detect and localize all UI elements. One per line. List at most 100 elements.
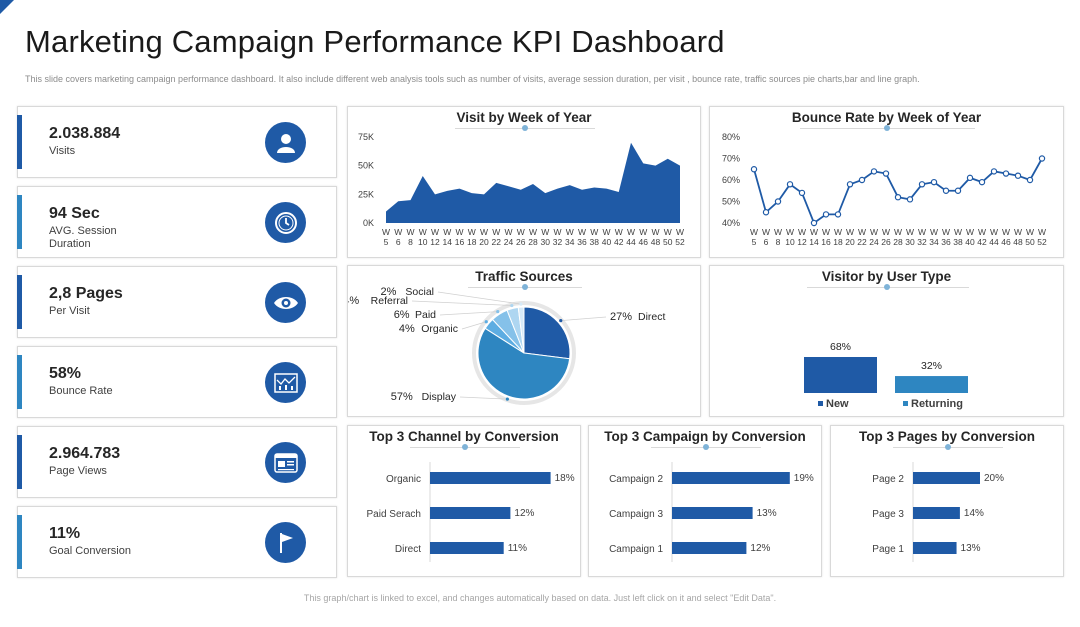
x-tick-label-prefix: W	[1026, 227, 1034, 237]
panel-visits-week: Visit by Week of Year 0K 25K 50K 75K W 5 W 6 W 8 W…	[347, 106, 701, 258]
x-tick-label-prefix: W	[918, 227, 926, 237]
pie-category-label: Referral	[371, 295, 408, 307]
bar-value-label: 14%	[964, 508, 984, 519]
legend-label-new: New	[826, 398, 849, 410]
x-tick-label: 12	[797, 237, 807, 247]
x-tick-label: 46	[639, 237, 649, 247]
pie-leader-dot	[510, 303, 514, 308]
bounce-line-series	[753, 158, 1043, 225]
x-tick-label-prefix: W	[810, 227, 818, 237]
x-tick-label: 48	[1013, 237, 1023, 247]
x-tick-label: 24	[504, 237, 514, 247]
kpi-value: 11%	[49, 525, 81, 542]
kpi-label: Per Visit	[49, 305, 90, 317]
x-tick-label-prefix: W	[676, 227, 684, 237]
bar	[672, 507, 753, 519]
x-tick-label: 42	[977, 237, 987, 247]
category-label: Direct	[395, 544, 421, 555]
x-tick-label-prefix: W	[858, 227, 866, 237]
x-tick-label-prefix: W	[382, 227, 390, 237]
title-dot	[703, 444, 709, 450]
bounce-point	[858, 176, 866, 184]
y-tick-label: 75K	[358, 132, 374, 142]
category-label: Campaign 1	[609, 544, 663, 555]
y-tick-label: 60%	[722, 175, 740, 185]
x-tick-label: 50	[663, 237, 673, 247]
chart-title: Visit by Week of Year	[456, 110, 592, 125]
panel-top-pages: Top 3 Pages by Conversion Page 2 20% Page …	[830, 425, 1064, 577]
bounce-chart-icon	[265, 362, 306, 403]
pie-category-label: Direct	[638, 311, 666, 323]
x-tick-label-prefix: W	[443, 227, 451, 237]
bounce-point	[1014, 172, 1022, 179]
bounce-point	[750, 166, 758, 173]
y-tick-label: 50K	[358, 161, 374, 171]
bounce-point	[1002, 170, 1010, 177]
pie-value-label: 2%	[380, 286, 396, 298]
category-label: Campaign 3	[609, 509, 663, 520]
x-tick-label: 16	[455, 237, 465, 247]
kpi-card-visits: 2.038.884 Visits	[17, 106, 337, 178]
bounce-point	[882, 170, 890, 177]
bar-value-label: 18%	[555, 473, 575, 484]
panel-bounce-week: Bounce Rate by Week of Year 40% 50% 60% 70%…	[709, 106, 1064, 258]
bar-value-label: 20%	[984, 473, 1004, 484]
channel-bar-chart: Organic 18% Paid Serach 12% Direct 11%	[367, 462, 575, 562]
bar-new	[804, 357, 877, 393]
x-tick-label-prefix: W	[455, 227, 463, 237]
pie-category-label: Social	[405, 286, 434, 298]
x-tick-label: 5	[384, 237, 389, 247]
kpi-card-goal: 11% Goal Conversion	[17, 506, 337, 578]
user-type-bar-chart: 68% New 32% Returning	[804, 341, 968, 410]
x-tick-label-prefix: W	[651, 227, 659, 237]
x-tick-label: 48	[651, 237, 661, 247]
chart-title: Top 3 Campaign by Conversion	[604, 429, 806, 444]
x-tick-label: 34	[565, 237, 575, 247]
x-tick-label: 36	[941, 237, 951, 247]
pie-leader-dot	[484, 320, 488, 324]
pie-leader-line	[461, 321, 487, 330]
x-tick-label-prefix: W	[553, 227, 561, 237]
x-tick-label-prefix: W	[615, 227, 623, 237]
bounce-point	[894, 193, 902, 201]
pie-slice-direct	[523, 306, 571, 360]
bounce-point	[822, 211, 830, 218]
bar	[672, 472, 790, 484]
x-tick-label-prefix: W	[930, 227, 938, 237]
bar	[913, 472, 980, 484]
x-tick-label-prefix: W	[1038, 227, 1046, 237]
bounce-point	[942, 187, 950, 194]
bar-returning	[895, 376, 968, 393]
x-tick-label-prefix: W	[834, 227, 842, 237]
x-tick-label-prefix: W	[1014, 227, 1022, 237]
bounce-point	[810, 219, 818, 227]
footer-note: This graph/chart is linked to excel, and…	[303, 593, 777, 603]
kpi-value: 58%	[49, 365, 82, 382]
bar-value-label: 68%	[830, 341, 851, 353]
x-tick-label-prefix: W	[846, 227, 854, 237]
kpi-card-pages: 2,8 Pages Per Visit	[17, 266, 337, 338]
x-tick-label-prefix: W	[990, 227, 998, 237]
bounce-point	[1038, 155, 1046, 162]
x-tick-label: 26	[881, 237, 891, 247]
pie-leader-line	[459, 396, 508, 400]
title-dot	[945, 444, 951, 450]
kpi-card-bounce: 58% Bounce Rate	[17, 346, 337, 418]
visits-area-chart: 0K25K50K75KW5W6W8W10W12W14W16W18W20W22W2…	[358, 132, 685, 247]
pie-leader-line	[439, 311, 498, 316]
bounce-point	[762, 209, 770, 216]
x-tick-label-prefix: W	[492, 227, 500, 237]
x-tick-label-prefix: W	[517, 227, 525, 237]
kpi-label: Visits	[49, 145, 76, 157]
y-tick-label: 70%	[722, 154, 740, 164]
x-tick-label: 32	[553, 237, 563, 247]
pie-value-label: 4%	[399, 323, 415, 335]
x-tick-label: 44	[989, 237, 999, 247]
visits-area-series	[386, 142, 680, 223]
x-tick-label: 8	[776, 237, 781, 247]
y-tick-label: 40%	[722, 218, 740, 228]
legend-swatch	[903, 401, 908, 406]
x-tick-label: 20	[845, 237, 855, 247]
x-tick-label-prefix: W	[750, 227, 758, 237]
bounce-point	[966, 174, 974, 182]
